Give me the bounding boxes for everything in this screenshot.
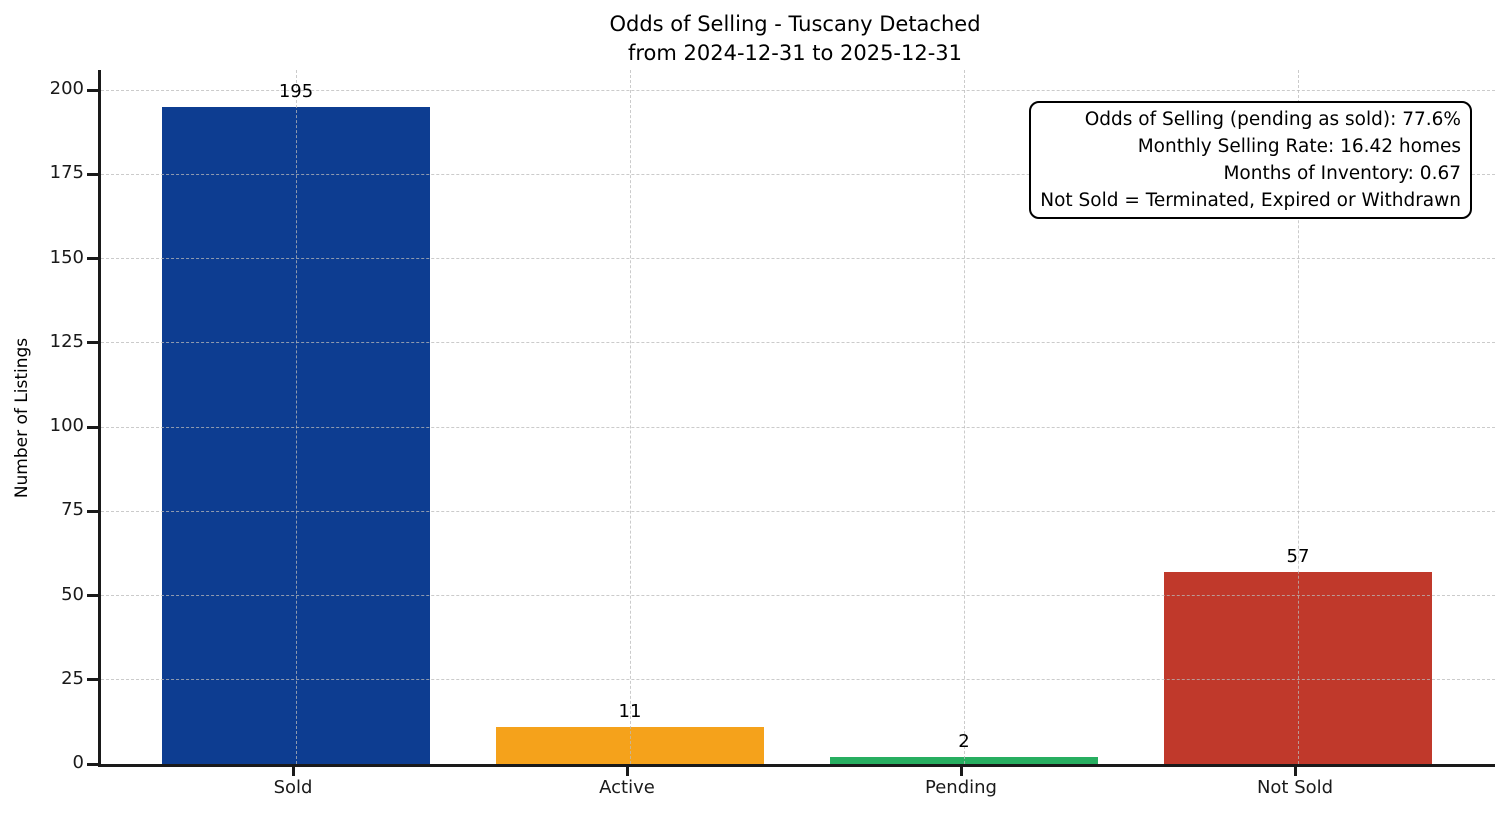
y-tick-mark-25 [87, 678, 98, 682]
annotation-months-inventory: Months of Inventory: 0.67 [1223, 163, 1461, 184]
y-tick-label-125: 125 [49, 330, 84, 352]
y-tick-mark-50 [87, 594, 98, 598]
y-tick-label-175: 175 [49, 162, 84, 184]
chart-title-line-2: from 2024-12-31 to 2025-12-31 [627, 41, 963, 65]
y-tick-label-100: 100 [49, 415, 84, 437]
y-tick-mark-125 [87, 341, 98, 345]
x-tick-label-not-sold: Not Sold [1256, 777, 1334, 798]
y-tick-label-0: 0 [72, 752, 84, 773]
bar-pending [830, 757, 1098, 764]
x-gridline-pending [963, 70, 965, 764]
x-tick-label-active: Active [599, 777, 655, 798]
bar-value-not-sold: 57 [1286, 545, 1310, 567]
y-tick-mark-175 [87, 172, 98, 176]
y-tick-label-25: 25 [61, 667, 84, 689]
y-tick-label-200: 200 [49, 78, 84, 100]
y-tick-mark-200 [87, 88, 98, 92]
y-tick-mark-100 [87, 425, 98, 429]
bar-active [496, 726, 764, 764]
plot-area: Odds of Selling (pending as sold): 77.6%… [98, 70, 1495, 767]
chart-title: Odds of Selling - Tuscany Detached from … [98, 10, 1492, 68]
annotation-box: Odds of Selling (pending as sold): 77.6%… [1029, 101, 1472, 219]
x-gridline-active [629, 70, 631, 764]
bar-sold [162, 107, 430, 764]
annotation-not-sold-note: Not Sold = Terminated, Expired or Withdr… [1040, 190, 1461, 211]
x-tick-label-pending: Pending [925, 777, 997, 798]
x-tick-mark-sold [291, 767, 295, 776]
bar-value-sold: 195 [278, 81, 314, 103]
y-tick-mark-75 [87, 509, 98, 513]
bar-value-active: 11 [618, 700, 642, 722]
y-tick-label-50: 50 [61, 583, 84, 605]
annotation-monthly-rate: Monthly Selling Rate: 16.42 homes [1137, 136, 1461, 157]
y-tick-mark-0 [87, 762, 98, 766]
annotation-odds: Odds of Selling (pending as sold): 77.6% [1084, 109, 1461, 130]
chart-title-line-1: Odds of Selling - Tuscany Detached [609, 12, 981, 36]
bar-value-pending: 2 [958, 731, 970, 753]
x-tick-mark-pending [959, 767, 963, 776]
x-tick-mark-not-sold [1293, 767, 1297, 776]
x-tick-mark-active [625, 767, 629, 776]
x-tick-label-sold: Sold [273, 777, 313, 798]
bar-not-sold [1164, 571, 1432, 764]
y-tick-label-150: 150 [49, 246, 84, 268]
y-tick-label-75: 75 [61, 499, 84, 521]
y-tick-mark-150 [87, 257, 98, 261]
